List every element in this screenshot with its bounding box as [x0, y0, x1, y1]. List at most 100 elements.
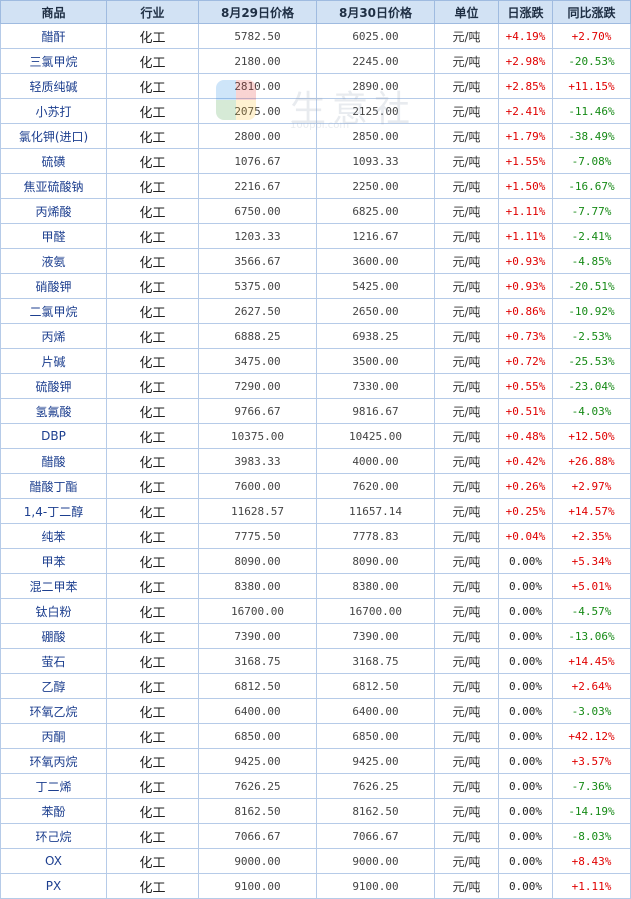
yoy-change-cell: -2.53%: [552, 323, 631, 349]
daily-change-cell: 0.00%: [498, 548, 553, 574]
table-row: 苯酚 化工 8162.50 8162.50 元/吨 0.00% -14.19%: [0, 798, 631, 824]
commodity-name[interactable]: 二氯甲烷: [0, 298, 107, 324]
header-daily-change: 日涨跌: [498, 0, 553, 24]
commodity-name[interactable]: 混二甲苯: [0, 573, 107, 599]
unit-cell: 元/吨: [434, 423, 499, 449]
commodity-name[interactable]: 硫磺: [0, 148, 107, 174]
yoy-change-cell: +2.70%: [552, 23, 631, 49]
daily-change-cell: +2.98%: [498, 48, 553, 74]
yoy-change-cell: -13.06%: [552, 623, 631, 649]
price-aug30-cell: 7066.67: [316, 823, 435, 849]
price-aug29-cell: 16700.00: [198, 598, 317, 624]
price-aug30-cell: 16700.00: [316, 598, 435, 624]
commodity-name[interactable]: 环氧乙烷: [0, 698, 107, 724]
daily-change-cell: 0.00%: [498, 698, 553, 724]
table-row: 甲醛 化工 1203.33 1216.67 元/吨 +1.11% -2.41%: [0, 223, 631, 249]
commodity-name[interactable]: 液氨: [0, 248, 107, 274]
daily-change-cell: 0.00%: [498, 823, 553, 849]
industry-cell: 化工: [106, 173, 199, 199]
commodity-name[interactable]: 三氯甲烷: [0, 48, 107, 74]
table-row: 硼酸 化工 7390.00 7390.00 元/吨 0.00% -13.06%: [0, 623, 631, 649]
commodity-name[interactable]: 钛白粉: [0, 598, 107, 624]
price-aug29-cell: 10375.00: [198, 423, 317, 449]
commodity-name[interactable]: 硝酸钾: [0, 273, 107, 299]
commodity-name[interactable]: 醋酸: [0, 448, 107, 474]
commodity-name[interactable]: 醋酐: [0, 23, 107, 49]
commodity-name[interactable]: 醋酸丁酯: [0, 473, 107, 499]
industry-cell: 化工: [106, 48, 199, 74]
table-row: 丁二烯 化工 7626.25 7626.25 元/吨 0.00% -7.36%: [0, 773, 631, 799]
header-yoy-change: 同比涨跌: [552, 0, 631, 24]
industry-cell: 化工: [106, 23, 199, 49]
commodity-name[interactable]: 氢氟酸: [0, 398, 107, 424]
price-aug29-cell: 11628.57: [198, 498, 317, 524]
commodity-name[interactable]: 纯苯: [0, 523, 107, 549]
daily-change-cell: +2.41%: [498, 98, 553, 124]
price-aug30-cell: 9100.00: [316, 873, 435, 899]
daily-change-cell: +0.51%: [498, 398, 553, 424]
yoy-change-cell: -20.51%: [552, 273, 631, 299]
daily-change-cell: +0.25%: [498, 498, 553, 524]
unit-cell: 元/吨: [434, 248, 499, 274]
daily-change-cell: +0.72%: [498, 348, 553, 374]
commodity-name[interactable]: 丙酮: [0, 723, 107, 749]
price-aug29-cell: 2800.00: [198, 123, 317, 149]
price-aug29-cell: 2216.67: [198, 173, 317, 199]
price-aug30-cell: 2245.00: [316, 48, 435, 74]
commodity-name[interactable]: OX: [0, 848, 107, 874]
commodity-name[interactable]: 丙烯: [0, 323, 107, 349]
commodity-name[interactable]: 环氧丙烷: [0, 748, 107, 774]
commodity-name[interactable]: 乙醇: [0, 673, 107, 699]
commodity-name[interactable]: 硼酸: [0, 623, 107, 649]
price-aug29-cell: 5782.50: [198, 23, 317, 49]
price-aug30-cell: 2890.00: [316, 73, 435, 99]
industry-cell: 化工: [106, 873, 199, 899]
commodity-name[interactable]: 氯化钾(进口): [0, 123, 107, 149]
commodity-name[interactable]: 苯酚: [0, 798, 107, 824]
price-aug30-cell: 7626.25: [316, 773, 435, 799]
unit-cell: 元/吨: [434, 323, 499, 349]
commodity-name[interactable]: 环己烷: [0, 823, 107, 849]
unit-cell: 元/吨: [434, 773, 499, 799]
commodity-name[interactable]: 甲苯: [0, 548, 107, 574]
commodity-name[interactable]: PX: [0, 873, 107, 899]
commodity-name[interactable]: 焦亚硫酸钠: [0, 173, 107, 199]
yoy-change-cell: +11.15%: [552, 73, 631, 99]
daily-change-cell: +0.86%: [498, 298, 553, 324]
daily-change-cell: +0.26%: [498, 473, 553, 499]
commodity-name[interactable]: 片碱: [0, 348, 107, 374]
yoy-change-cell: -2.41%: [552, 223, 631, 249]
commodity-name[interactable]: DBP: [0, 423, 107, 449]
price-aug30-cell: 6850.00: [316, 723, 435, 749]
table-row: DBP 化工 10375.00 10425.00 元/吨 +0.48% +12.50%: [0, 423, 631, 449]
price-aug30-cell: 9816.67: [316, 398, 435, 424]
table-row: 1,4-丁二醇 化工 11628.57 11657.14 元/吨 +0.25% +14.57…: [0, 498, 631, 524]
table-row: 纯苯 化工 7775.50 7778.83 元/吨 +0.04% +2.35%: [0, 523, 631, 549]
commodity-name[interactable]: 甲醛: [0, 223, 107, 249]
price-aug29-cell: 6850.00: [198, 723, 317, 749]
unit-cell: 元/吨: [434, 498, 499, 524]
commodity-name[interactable]: 硫酸钾: [0, 373, 107, 399]
unit-cell: 元/吨: [434, 523, 499, 549]
price-aug29-cell: 1203.33: [198, 223, 317, 249]
price-aug29-cell: 8162.50: [198, 798, 317, 824]
price-aug29-cell: 7290.00: [198, 373, 317, 399]
industry-cell: 化工: [106, 223, 199, 249]
table-row: 乙醇 化工 6812.50 6812.50 元/吨 0.00% +2.64%: [0, 673, 631, 699]
industry-cell: 化工: [106, 723, 199, 749]
commodity-name[interactable]: 1,4-丁二醇: [0, 498, 107, 524]
table-row: PX 化工 9100.00 9100.00 元/吨 0.00% +1.11%: [0, 873, 631, 899]
yoy-change-cell: +1.11%: [552, 873, 631, 899]
industry-cell: 化工: [106, 298, 199, 324]
commodity-name[interactable]: 小苏打: [0, 98, 107, 124]
commodity-name[interactable]: 轻质纯碱: [0, 73, 107, 99]
price-aug30-cell: 3168.75: [316, 648, 435, 674]
price-aug30-cell: 8380.00: [316, 573, 435, 599]
industry-cell: 化工: [106, 523, 199, 549]
commodity-name[interactable]: 丁二烯: [0, 773, 107, 799]
commodity-name[interactable]: 丙烯酸: [0, 198, 107, 224]
commodity-name[interactable]: 萤石: [0, 648, 107, 674]
unit-cell: 元/吨: [434, 348, 499, 374]
table-row: 三氯甲烷 化工 2180.00 2245.00 元/吨 +2.98% -20.53%: [0, 48, 631, 74]
